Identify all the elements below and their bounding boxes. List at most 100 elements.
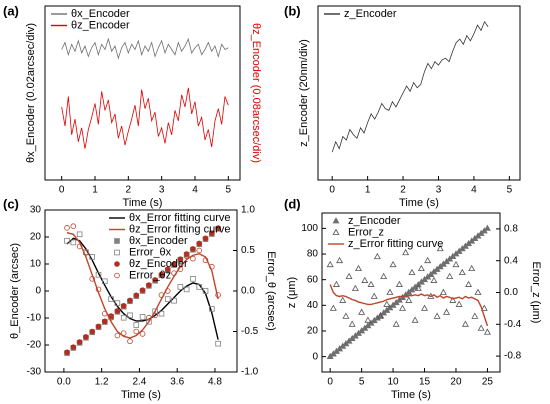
- data-point: [461, 320, 469, 327]
- panel-label: (b): [284, 3, 301, 18]
- x-tick-label: 2: [126, 185, 132, 196]
- data-point: [326, 260, 334, 268]
- data-point: [95, 271, 102, 278]
- y-tick-label: 30: [30, 205, 42, 216]
- data-point: [196, 247, 203, 254]
- data-point: [152, 277, 158, 283]
- y2-tick-label: 0.5: [241, 245, 255, 256]
- data-point: [196, 240, 203, 247]
- data-point: [171, 261, 177, 268]
- data-point: [405, 296, 413, 303]
- y-tick-label: 0: [35, 286, 41, 297]
- data-point: [102, 318, 108, 325]
- data-point: [146, 282, 152, 288]
- data-point: [361, 276, 369, 283]
- series-line: [329, 284, 489, 327]
- data-point: [386, 288, 394, 295]
- y2-tick-label: 0.0: [241, 286, 255, 297]
- data-point: [373, 252, 381, 260]
- data-point: [399, 304, 406, 311]
- data-point: [114, 300, 121, 306]
- data-point: [127, 312, 133, 319]
- data-point: [190, 255, 196, 262]
- data-point: [89, 276, 96, 282]
- legend-label: θx_Encoder: [71, 8, 130, 20]
- y-tick-label: -30: [27, 367, 42, 378]
- legend-swatch: [332, 228, 340, 235]
- legend-label: θz_Encoder: [71, 19, 130, 31]
- x-axis-label: Time (s): [399, 197, 439, 209]
- x-tick-label: 4.8: [208, 377, 222, 388]
- x-tick-label: 1: [92, 185, 98, 196]
- data-point: [474, 288, 482, 295]
- series-line: [61, 37, 229, 60]
- x-axis-label: Time (s): [123, 197, 163, 209]
- data-point: [70, 344, 77, 350]
- data-point: [389, 260, 397, 268]
- data-point: [139, 331, 146, 337]
- data-point: [108, 314, 114, 321]
- data-point: [183, 286, 190, 293]
- data-point: [392, 320, 400, 327]
- legend-label: θz_Error fitting curve: [129, 223, 230, 235]
- data-point: [424, 256, 432, 264]
- data-point: [342, 312, 350, 319]
- legend-swatch: [114, 249, 120, 256]
- data-point: [209, 230, 215, 237]
- legend-swatch: [114, 261, 120, 267]
- x-tick-label: 1: [365, 185, 371, 196]
- data-point: [209, 306, 215, 312]
- y2-tick-label: -0.5: [241, 326, 259, 337]
- y-axis-label: θx_Encoder (0.02arcsec/div): [25, 23, 37, 163]
- series-line: [331, 20, 489, 153]
- legend-label: θx_Encoder: [129, 235, 188, 247]
- data-point: [329, 304, 337, 311]
- y-axis-label: z_Encoder (20nm/div): [298, 39, 310, 147]
- data-point: [358, 308, 366, 315]
- y2-axis-label: Error_θ (arcsec): [265, 251, 277, 330]
- data-point: [380, 272, 388, 280]
- data-point: [480, 304, 488, 311]
- y-axis-label: θ_Encoder (arcsec): [9, 243, 21, 339]
- y-tick-label: 100: [301, 223, 318, 234]
- x-tick-label: 4: [192, 185, 198, 196]
- legend-label: z_Error fitting curve: [348, 238, 443, 250]
- x-axis-label: Time (s): [391, 389, 431, 401]
- legend-swatch: [114, 272, 120, 279]
- data-point: [449, 296, 457, 303]
- data-point: [146, 318, 152, 325]
- data-point: [89, 328, 96, 335]
- x-tick-label: 2: [400, 185, 406, 196]
- y-tick-label: 80: [307, 249, 319, 260]
- y-tick-label: -10: [27, 313, 42, 324]
- data-point: [367, 280, 375, 287]
- x-tick-label: 2.4: [132, 377, 146, 388]
- data-point: [364, 316, 372, 323]
- y-tick-label: 60: [307, 274, 319, 285]
- data-point: [64, 237, 70, 244]
- data-point: [108, 313, 114, 319]
- legend-label: Error_θx: [129, 246, 172, 258]
- y2-axis-label: θz_Encoder (0.08arcsec/div): [250, 23, 262, 163]
- panel-label: (d): [284, 196, 301, 211]
- x-axis-label: Time (s): [121, 389, 161, 401]
- data-point: [114, 332, 121, 339]
- series-line: [66, 232, 219, 339]
- data-point: [70, 239, 77, 246]
- y2-axis-label: Error_z (μm): [530, 262, 542, 324]
- plot-frame: [44, 209, 238, 373]
- data-point: [146, 314, 152, 321]
- legend-swatch: [114, 238, 120, 244]
- x-tick-label: 0: [59, 185, 65, 196]
- data-point: [202, 288, 209, 294]
- data-point: [76, 231, 83, 238]
- x-tick-label: 3: [159, 185, 165, 196]
- y-tick-label: 0: [312, 351, 318, 362]
- data-point: [402, 248, 410, 256]
- data-point: [183, 253, 190, 259]
- data-point: [336, 256, 344, 264]
- y2-tick-label: 0.4: [504, 255, 518, 266]
- data-point: [471, 312, 479, 319]
- data-point: [127, 297, 133, 304]
- data-point: [158, 310, 165, 317]
